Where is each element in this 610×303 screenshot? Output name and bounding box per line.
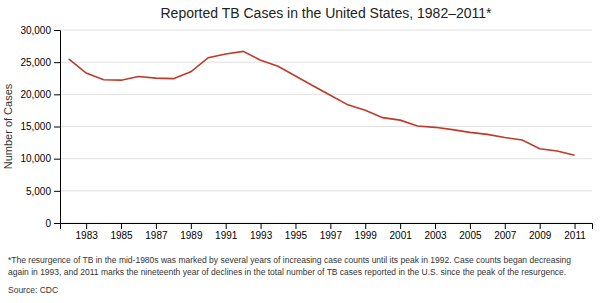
plot: 1983 1985 1987 1989 1991 1993 1995 1997 1999 2001…: [2, 25, 593, 241]
grid-line: [60, 190, 592, 191]
x-tick-label: 1989: [180, 230, 203, 241]
x-tick-label: 2001: [390, 230, 413, 241]
grid-line: [60, 126, 592, 127]
x-tick-mark: [226, 223, 227, 229]
x-tick-mark: [156, 223, 157, 229]
x-tick-mark: [505, 223, 506, 229]
y-tick-label: 0: [45, 218, 51, 229]
grid-line: [60, 94, 592, 95]
grid-line: [60, 158, 592, 159]
grid-line: [60, 30, 592, 31]
series: [69, 51, 575, 155]
x-tick-label: 2009: [529, 230, 552, 241]
x-tick: 2011: [564, 223, 586, 241]
x-tick-label: 1985: [110, 230, 133, 241]
y-tick-mark: [54, 94, 60, 95]
line: [69, 51, 575, 155]
y-tick-label: 30,000: [20, 25, 51, 36]
y-tick: 5,000: [26, 186, 60, 197]
x-tick: 1999: [355, 223, 378, 241]
x-tick-mark: [295, 223, 296, 229]
x-tick: 1997: [320, 223, 343, 241]
x-tick-label: 2003: [424, 230, 447, 241]
x-tick: 1995: [285, 223, 308, 241]
x-tick-mark: [540, 223, 541, 229]
x-tick: 1993: [250, 223, 273, 241]
y-tick: 10,000: [20, 153, 60, 164]
y-tick-label: 5,000: [26, 186, 51, 197]
x-tick: 2001: [390, 223, 413, 241]
y-axis-title: Number of Cases: [2, 83, 14, 169]
x-tick-label: 1993: [250, 230, 273, 241]
x-tick-label: 2005: [459, 230, 482, 241]
y-tick-mark: [54, 62, 60, 63]
y-tick-label: 15,000: [20, 121, 51, 132]
x-tick-mark: [191, 223, 192, 229]
x-tick: 2005: [459, 223, 482, 241]
x-tick-mark: [435, 223, 436, 229]
x-tick-label: 1991: [215, 230, 238, 241]
y-axis: 0 5,000 10,000 15,000 20,000 25,000 30,000: [20, 25, 60, 229]
x-tick-mark: [575, 223, 576, 229]
x-tick: 2007: [494, 223, 517, 241]
x-tick-label: 2011: [564, 230, 586, 241]
y-tick: 0: [45, 218, 60, 229]
y-tick: 25,000: [20, 57, 60, 68]
y-tick-mark: [54, 127, 60, 128]
x-tick-mark: [121, 223, 122, 229]
x-tick-label: 1987: [145, 230, 168, 241]
x-tick-label: 2007: [494, 230, 517, 241]
chart: 1983 1985 1987 1989 1991 1993 1995 1997 1999 2001…: [0, 0, 610, 303]
y-tick-mark: [54, 191, 60, 192]
x-tick-mark: [365, 223, 366, 229]
x-tick: 1983: [76, 223, 99, 241]
footnote: *The resurgence of TB in the mid-1980s w…: [8, 255, 571, 265]
x-tick: 1985: [110, 223, 133, 241]
x-tick-label: 1997: [320, 230, 343, 241]
grid-line: [60, 62, 592, 63]
y-tick-label: 25,000: [20, 57, 51, 68]
y-tick-label: 20,000: [20, 89, 51, 100]
x-tick: 1987: [145, 223, 168, 241]
y-tick: 20,000: [20, 89, 60, 100]
x-tick-mark: [261, 223, 262, 229]
x-tick: 2003: [424, 223, 447, 241]
x-tick-mark: [400, 223, 401, 229]
footnote: Source: CDC: [8, 285, 58, 295]
y-tick-mark: [54, 30, 60, 31]
footnote: again in 1993, and 2011 marks the ninete…: [8, 267, 566, 277]
grid: [60, 30, 592, 223]
x-tick-mark: [470, 223, 471, 229]
y-tick: 15,000: [20, 121, 60, 132]
x-tick-label: 1995: [285, 230, 308, 241]
x-axis: 1983 1985 1987 1989 1991 1993 1995 1997 1999 2001…: [61, 223, 593, 241]
x-tick-label: 1999: [355, 230, 378, 241]
x-tick: 1991: [215, 223, 238, 241]
title: Reported TB Cases in the United States, …: [160, 5, 492, 21]
y-tick: 30,000: [20, 25, 60, 36]
x-tick-mark: [330, 223, 331, 229]
x-tick-label: 1983: [76, 230, 99, 241]
y-tick-mark: [54, 223, 60, 224]
y-axis-line: [54, 31, 61, 224]
x-axis-line: [61, 224, 593, 230]
x-tick: 1989: [180, 223, 203, 241]
x-tick: 2009: [529, 223, 552, 241]
x-tick-mark: [86, 223, 87, 229]
y-tick-mark: [54, 159, 60, 160]
y-tick-label: 10,000: [20, 153, 51, 164]
